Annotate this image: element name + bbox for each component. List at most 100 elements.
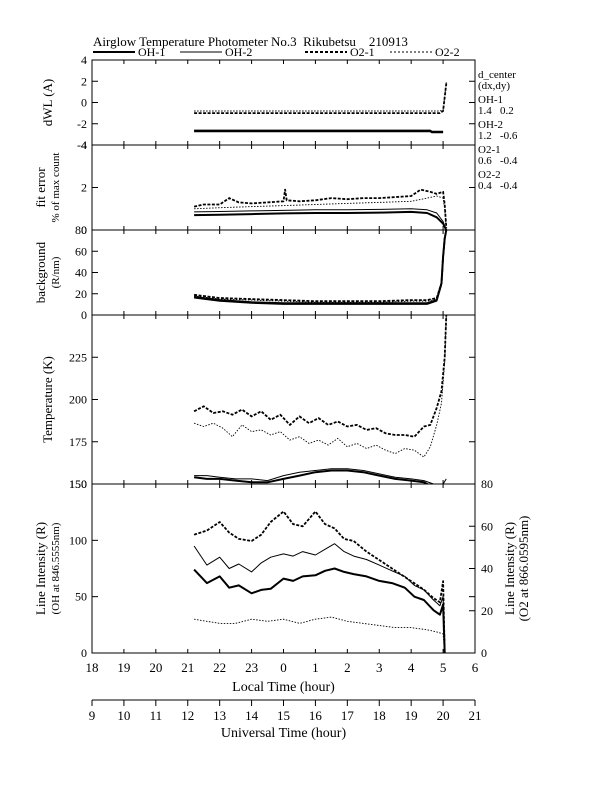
xtick-label-local: 5 xyxy=(440,660,447,675)
xtick-label-ut: 11 xyxy=(150,708,163,723)
legend-label-oh1: OH-1 xyxy=(138,45,165,59)
ytick-right-label-intensity: 0 xyxy=(481,646,487,660)
xtick-label-ut: 15 xyxy=(277,708,290,723)
ytick-label-bg: 40 xyxy=(75,266,87,280)
xtick-label-ut: 9 xyxy=(89,708,96,723)
xlabel-local: Local Time (hour) xyxy=(232,680,335,695)
series-oh-1-temp xyxy=(193,469,430,484)
series-oh-1-fit xyxy=(194,210,448,230)
series-oh-1-intensity xyxy=(193,567,446,653)
xtick-label-local: 1 xyxy=(312,660,319,675)
ylabel-intensity: Line Intensity (R) xyxy=(33,522,48,615)
ytick-label-temp: 150 xyxy=(69,477,87,491)
ytick-label-temp: 200 xyxy=(69,393,87,407)
xtick-label-ut: 16 xyxy=(309,708,323,723)
ylabel-right-intensity: Line Intensity (R) xyxy=(502,522,517,615)
xtick-label-local: 4 xyxy=(408,660,415,675)
xtick-label-local: 18 xyxy=(86,660,99,675)
xtick-label-ut: 12 xyxy=(181,708,194,723)
ylabel-fit: fit error xyxy=(33,167,48,208)
ytick-right-label-intensity: 20 xyxy=(481,604,493,618)
ytick-label-bg: 60 xyxy=(75,244,87,258)
ytick-label-temp: 225 xyxy=(69,350,87,364)
series-oh-1-bg xyxy=(193,230,448,305)
panel-temp: 225 200 175 150 Temperature (K) xyxy=(40,314,476,491)
series-o2-1-intensity xyxy=(193,510,446,653)
panel-bg: 80 60 40 20 0 background (R/nm) xyxy=(33,223,476,322)
ytick-label-bg: 20 xyxy=(75,287,87,301)
ytick-label-intensity: 50 xyxy=(75,590,87,604)
ytick-label-dwl: 2 xyxy=(81,74,87,88)
figure-title: Airglow Temperature Photometer No.3 Riku… xyxy=(93,34,408,49)
side-note-oh1-label: OH-1 xyxy=(478,94,503,106)
xtick-label-local: 2 xyxy=(344,660,351,675)
ylabel-temp: Temperature (K) xyxy=(40,356,55,443)
xtick-label-local: 20 xyxy=(149,660,162,675)
legend: OH-1 OH-2 O2-1 O2-2 xyxy=(93,45,460,59)
ytick-right-label-intensity: 60 xyxy=(481,519,493,533)
series-oh-2-intensity xyxy=(193,543,446,653)
side-note-oh2-values: 1.2 -0.6 xyxy=(478,130,518,142)
panel-frame-fit xyxy=(91,144,476,231)
series-oh-2-temp xyxy=(194,468,447,484)
ytick-label-intensity: 150 xyxy=(69,477,87,491)
xtick-label-local: 22 xyxy=(213,660,226,675)
xtick-label-ut: 14 xyxy=(245,708,259,723)
panel-fit: 4 2 0 fit error% of max count xyxy=(33,138,476,237)
ytick-label-bg: 0 xyxy=(81,308,87,322)
ytick-label-dwl: 0 xyxy=(81,96,87,110)
series-oh-1-dwl xyxy=(194,130,444,134)
xtick-label-local: 23 xyxy=(245,660,258,675)
xtick-label-local: 19 xyxy=(117,660,130,675)
series-o2-2-dwl xyxy=(194,82,447,112)
xtick-label-ut: 10 xyxy=(117,708,130,723)
ytick-right-label-intensity: 80 xyxy=(481,477,493,491)
ytick-label-intensity: 100 xyxy=(69,533,87,547)
ylabel-right-intensity: (O2 at 866.0595nm) xyxy=(516,516,531,622)
ylabel-fit: % of max count xyxy=(50,153,62,223)
ylabel-dwl: dWL (A) xyxy=(40,79,55,127)
ylabel-bg: background xyxy=(33,241,48,303)
series-oh-2-fit xyxy=(194,208,447,230)
side-note-oh1-values: 1.4 0.2 xyxy=(478,105,514,117)
side-note-dcenter: d_center xyxy=(478,69,516,81)
legend-label-o22: O2-2 xyxy=(435,45,460,59)
ytick-label-dwl: 4 xyxy=(81,53,87,67)
xlabel-ut: Universal Time (hour) xyxy=(221,726,347,741)
xtick-label-local: 21 xyxy=(181,660,194,675)
side-note-o21-values: 0.6 -0.4 xyxy=(478,155,518,167)
side-note-oh2-label: OH-2 xyxy=(478,119,503,131)
xtick-label-local: 6 xyxy=(472,660,479,675)
panel-frame-bg xyxy=(91,229,476,316)
series-o2-2-fit xyxy=(194,195,447,228)
series-o2-1-fit xyxy=(193,188,448,228)
xtick-label-ut: 18 xyxy=(373,708,386,723)
series-o2-1-temp xyxy=(193,315,448,438)
xtick-label-ut: 20 xyxy=(437,708,450,723)
series-o2-1-bg xyxy=(193,230,448,303)
xtick-label-ut: 17 xyxy=(341,708,355,723)
panel-dwl: 4 2 0 -2 -4 dWL (A) xyxy=(40,53,476,152)
side-note-o22-values: 0.4 -0.4 xyxy=(478,180,518,192)
series-oh-2-dwl xyxy=(194,129,444,132)
ytick-label-fit: 2 xyxy=(81,181,87,195)
legend-label-oh2: OH-2 xyxy=(225,45,252,59)
ylabel-bg: (R/nm) xyxy=(50,256,62,288)
ytick-label-dwl: -4 xyxy=(77,138,87,152)
ytick-label-bg: 80 xyxy=(75,223,87,237)
ytick-right-label-intensity: 40 xyxy=(481,562,493,576)
ytick-label-fit: 4 xyxy=(81,138,87,152)
panel-frame-dwl xyxy=(91,59,476,146)
series-o2-2-intensity xyxy=(194,616,446,653)
xtick-label-ut: 13 xyxy=(213,708,226,723)
series-o2-1-dwl xyxy=(194,83,448,114)
legend-label-o21: O2-1 xyxy=(350,45,375,59)
side-note-o22-label: O2-2 xyxy=(478,169,501,181)
panel-frame-intensity xyxy=(91,483,476,654)
xtick-label-local: 3 xyxy=(376,660,383,675)
ytick-label-dwl: -2 xyxy=(77,117,87,131)
ytick-label-temp: 175 xyxy=(69,435,87,449)
